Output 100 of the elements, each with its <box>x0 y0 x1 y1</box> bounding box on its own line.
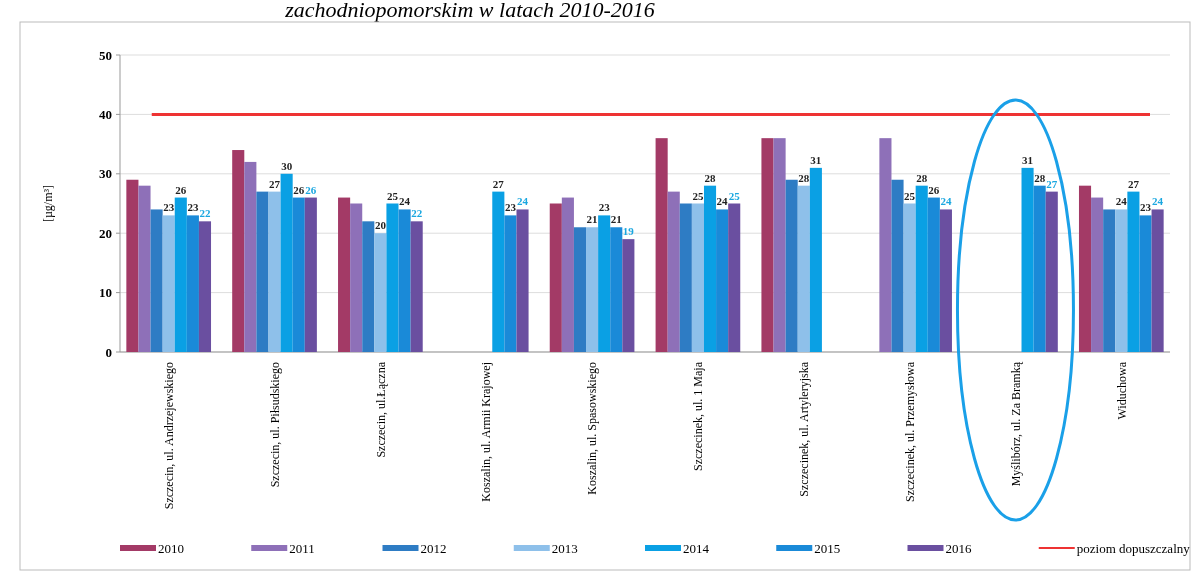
bar <box>915 185 928 352</box>
bar <box>1078 185 1092 352</box>
data-label: 27 <box>492 177 505 190</box>
data-label: 23 <box>1140 201 1152 214</box>
data-label: 26 <box>175 183 187 196</box>
bar <box>126 179 139 352</box>
bar <box>410 221 423 352</box>
bar <box>903 203 916 352</box>
bar <box>150 209 163 352</box>
data-label: 31 <box>810 153 822 166</box>
bar <box>728 203 741 352</box>
x-tick-label: Szczecin, ul.Łączna <box>373 361 388 458</box>
bar <box>1115 209 1128 352</box>
legend-label: 2016 <box>945 540 972 556</box>
bar <box>256 191 269 352</box>
bar <box>891 179 904 352</box>
bar <box>268 191 281 352</box>
data-label: 27 <box>1127 177 1140 190</box>
data-label: 27 <box>269 177 281 190</box>
bar <box>549 203 562 352</box>
bar <box>927 197 940 352</box>
data-label: 24 <box>716 195 729 208</box>
bar <box>362 221 375 352</box>
bar <box>1139 215 1152 352</box>
bar <box>138 185 151 352</box>
legend-label: 2011 <box>289 540 315 556</box>
bar <box>586 227 599 352</box>
x-tick-label: Szczecinek, ul. 1 Maja <box>691 361 706 471</box>
bar <box>162 215 175 352</box>
chart-title: zachodniopomorskim w latach 2010-2016 <box>284 0 655 22</box>
bar <box>1033 185 1046 352</box>
legend-label: 2012 <box>420 540 447 556</box>
bar <box>1127 191 1140 352</box>
x-tick-label: Szczecin, ul. Andrzejewskiego <box>161 362 176 510</box>
data-label: 28 <box>704 171 717 184</box>
y-tick-label: 40 <box>99 106 112 122</box>
x-tick-label: Widuchowa <box>1114 361 1129 420</box>
legend-label: 2010 <box>158 540 184 556</box>
y-tick-label: 20 <box>99 225 112 241</box>
bar <box>504 215 517 352</box>
bar <box>304 197 317 352</box>
x-tick-label: Szczecin, ul. Piłsudskiego <box>267 362 282 488</box>
bar <box>691 203 704 352</box>
bar <box>785 179 798 352</box>
bar <box>703 185 717 352</box>
bar <box>492 191 505 352</box>
bar <box>398 209 411 352</box>
bar <box>232 150 245 352</box>
bar <box>174 197 187 352</box>
bar <box>939 209 952 352</box>
data-label: 27 <box>1046 177 1058 190</box>
bar <box>292 197 305 352</box>
bar <box>1021 167 1034 352</box>
data-label: 24 <box>517 195 529 208</box>
data-label: 28 <box>916 171 928 184</box>
bar <box>716 209 729 352</box>
legend-label: poziom dopuszczalny <box>1076 540 1191 556</box>
data-label: 28 <box>1034 171 1046 184</box>
legend-label: 2013 <box>551 540 578 556</box>
bar <box>350 203 363 352</box>
data-label: 25 <box>692 189 704 202</box>
bar <box>516 209 529 352</box>
bar <box>374 233 387 352</box>
x-tick-label: Szczecinek, ul. Artyleryjska <box>796 361 811 497</box>
bar <box>1091 197 1104 352</box>
bar <box>797 185 810 352</box>
legend-label: 2014 <box>683 540 710 556</box>
data-label: 19 <box>622 225 635 238</box>
data-label: 26 <box>305 183 317 196</box>
bar <box>1045 191 1058 352</box>
x-tick-label: Koszalin, ul. Armii Krajowej <box>479 362 494 502</box>
data-label: 28 <box>798 171 810 184</box>
y-tick-label: 0 <box>105 344 112 360</box>
bar <box>198 221 212 352</box>
bar <box>573 227 587 352</box>
data-label: 22 <box>411 207 423 220</box>
x-tick-label: Myślibórz, ul. Za Bramką <box>1008 361 1023 487</box>
data-label: 24 <box>399 195 411 208</box>
data-label: 23 <box>187 201 199 214</box>
y-tick-label: 10 <box>99 285 112 301</box>
data-label: 31 <box>1022 153 1034 166</box>
data-label: 20 <box>374 219 387 232</box>
bar <box>338 197 351 352</box>
bar <box>809 167 822 352</box>
bar <box>1103 209 1116 352</box>
bar <box>622 239 635 352</box>
y-axis-title: [µg/m³] <box>41 184 55 223</box>
bar <box>761 138 774 352</box>
data-label: 26 <box>293 183 305 196</box>
data-label: 25 <box>728 189 741 202</box>
bar <box>280 173 293 352</box>
bar <box>186 215 199 352</box>
data-label: 24 <box>1152 195 1164 208</box>
data-label: 23 <box>163 201 175 214</box>
data-label: 21 <box>586 213 598 226</box>
data-label: 23 <box>504 201 517 214</box>
bar <box>1151 209 1164 352</box>
data-label: 22 <box>199 207 211 220</box>
bar <box>879 138 892 352</box>
bar <box>679 203 692 352</box>
